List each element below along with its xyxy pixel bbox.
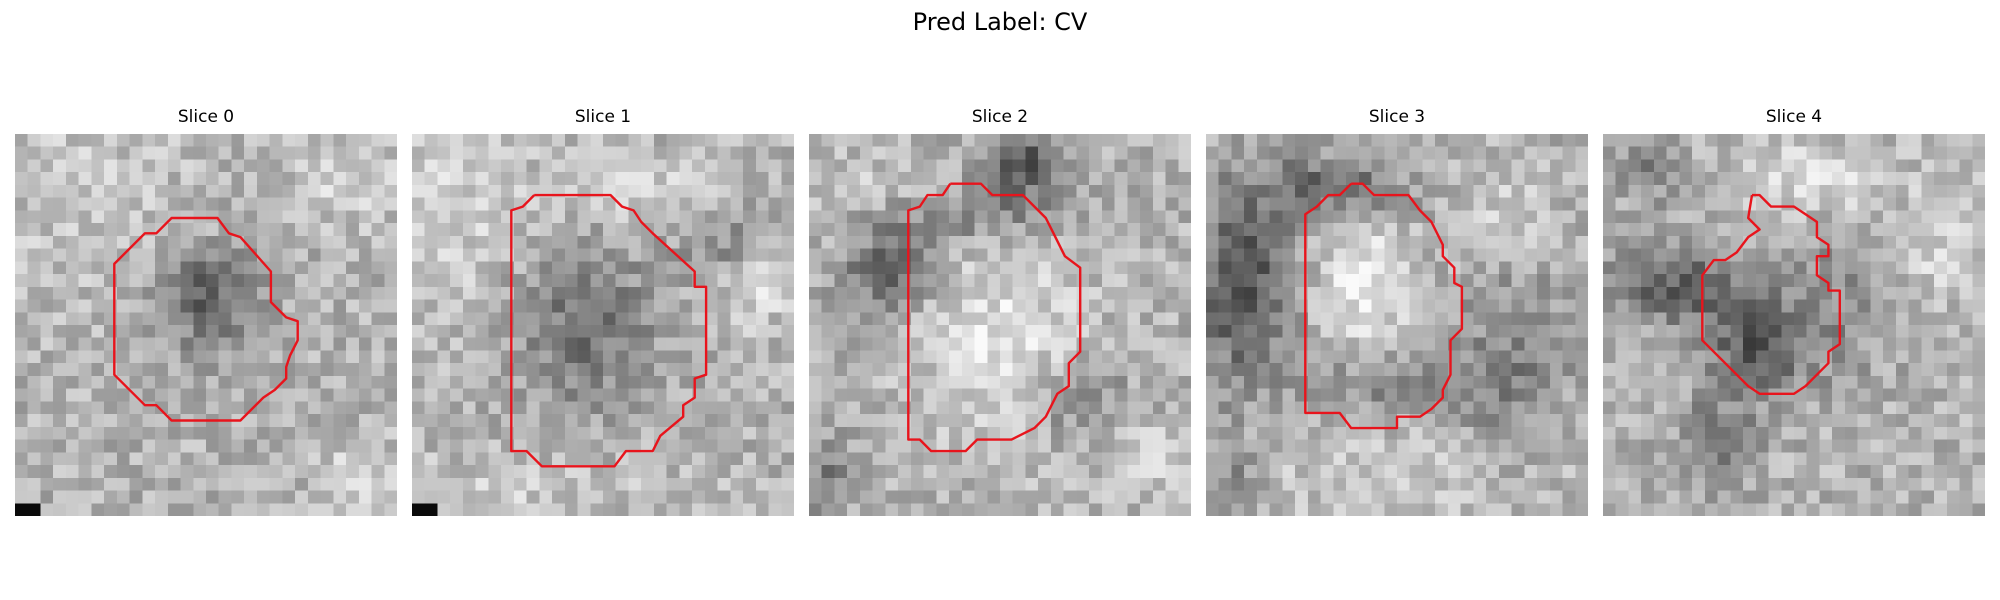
segmentation-overlay <box>907 182 1082 453</box>
slice-image <box>809 134 1191 516</box>
predicted-contour <box>510 193 708 468</box>
predicted-contour <box>1701 193 1842 395</box>
slice-image <box>412 134 794 516</box>
slice-image <box>15 134 397 516</box>
slice-image <box>1603 134 1985 516</box>
segmentation-overlay <box>1304 182 1464 430</box>
slice-panel-2: Slice 2 <box>809 106 1191 516</box>
segmentation-overlay <box>1701 193 1842 395</box>
slice-title: Slice 2 <box>971 107 1029 127</box>
figure-title: Pred Label: CV <box>912 8 1088 36</box>
slice-title: Slice 1 <box>574 107 632 127</box>
slice-title: Slice 3 <box>1368 107 1426 127</box>
segmentation-overlay <box>510 193 708 468</box>
slice-title: Slice 4 <box>1765 107 1823 127</box>
slice-title: Slice 0 <box>177 107 235 127</box>
slice-panel-1: Slice 1 <box>412 106 794 516</box>
grayscale-tomogram <box>809 134 1191 516</box>
predicted-contour <box>1304 182 1464 430</box>
slice-image <box>1206 134 1588 516</box>
grayscale-tomogram <box>15 134 397 516</box>
slice-panel-3: Slice 3 <box>1206 106 1588 516</box>
grayscale-tomogram <box>1603 134 1985 516</box>
predicted-contour <box>113 216 299 422</box>
grayscale-tomogram <box>1206 134 1588 516</box>
slice-panel-4: Slice 4 <box>1603 106 1985 516</box>
slice-panel-0: Slice 0 <box>15 106 397 516</box>
grayscale-tomogram <box>412 134 794 516</box>
segmentation-overlay <box>113 216 299 422</box>
predicted-contour <box>907 182 1082 453</box>
